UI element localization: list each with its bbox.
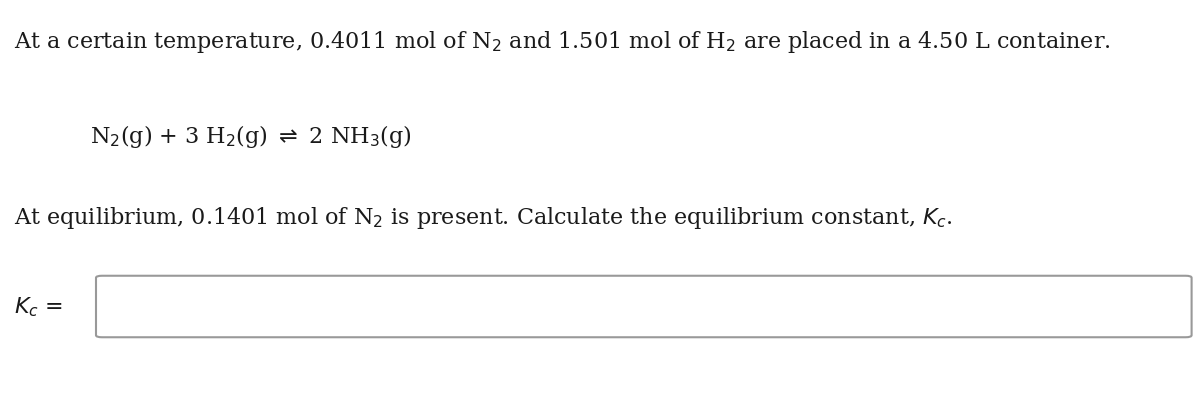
Text: At equilibrium, 0.1401 mol of N$_2$ is present. Calculate the equilibrium consta: At equilibrium, 0.1401 mol of N$_2$ is p… [14, 204, 953, 230]
Text: At a certain temperature, 0.4011 mol of N$_2$ and 1.501 mol of H$_2$ are placed : At a certain temperature, 0.4011 mol of … [14, 29, 1111, 54]
Text: N$_2$(g) + 3 H$_2$(g) $\rightleftharpoons$ 2 NH$_3$(g): N$_2$(g) + 3 H$_2$(g) $\rightleftharpoon… [90, 123, 412, 150]
FancyBboxPatch shape [96, 276, 1192, 337]
Text: $K_c$ =: $K_c$ = [14, 295, 64, 319]
